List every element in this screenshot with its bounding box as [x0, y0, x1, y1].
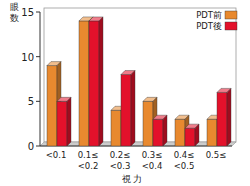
x-tick-label: 0.2≤<0.3: [110, 150, 131, 171]
legend-label: PDT後: [196, 21, 222, 31]
chart-root: 0 5 10 15眼数 <0.1 0.1≤<0.2 0.2≤<0.3 0.3≤<0.4 0.4≤…: [0, 0, 250, 186]
y-tick: [36, 12, 40, 13]
y-tick: [36, 101, 40, 102]
legend-swatch: [225, 22, 237, 30]
y-tick-label: 0: [28, 141, 34, 152]
y-tick: [36, 146, 40, 147]
bar: [121, 71, 135, 146]
legend-label: PDT前: [196, 10, 222, 20]
y-tick-label: 5: [28, 96, 34, 107]
y-axis-label: 眼数: [10, 2, 19, 23]
x-tick-label: 0.3≤<0.4: [142, 150, 163, 171]
bar: [57, 97, 71, 146]
bar: [185, 124, 199, 146]
x-tick-label: <0.1: [46, 150, 67, 160]
y-tick-label: 15: [21, 7, 34, 18]
y-axis: [40, 12, 41, 146]
bar: [153, 115, 167, 146]
y-tick-label: 10: [21, 52, 34, 63]
bars: [47, 17, 231, 146]
bar: [217, 88, 231, 146]
x-axis: [40, 146, 232, 147]
bar: [89, 17, 103, 146]
y-tick: [36, 56, 40, 57]
x-tick-label: 0.5≤: [206, 150, 227, 160]
legend-swatch: [225, 11, 237, 19]
chart: 0 5 10 15眼数 <0.1 0.1≤<0.2 0.2≤<0.3 0.3≤<0.4 0.4≤…: [0, 0, 250, 186]
x-axis-label: 視 力: [122, 174, 143, 184]
x-tick-label: 0.4≤<0.5: [174, 150, 195, 171]
x-tick-label: 0.1≤<0.2: [78, 150, 99, 171]
